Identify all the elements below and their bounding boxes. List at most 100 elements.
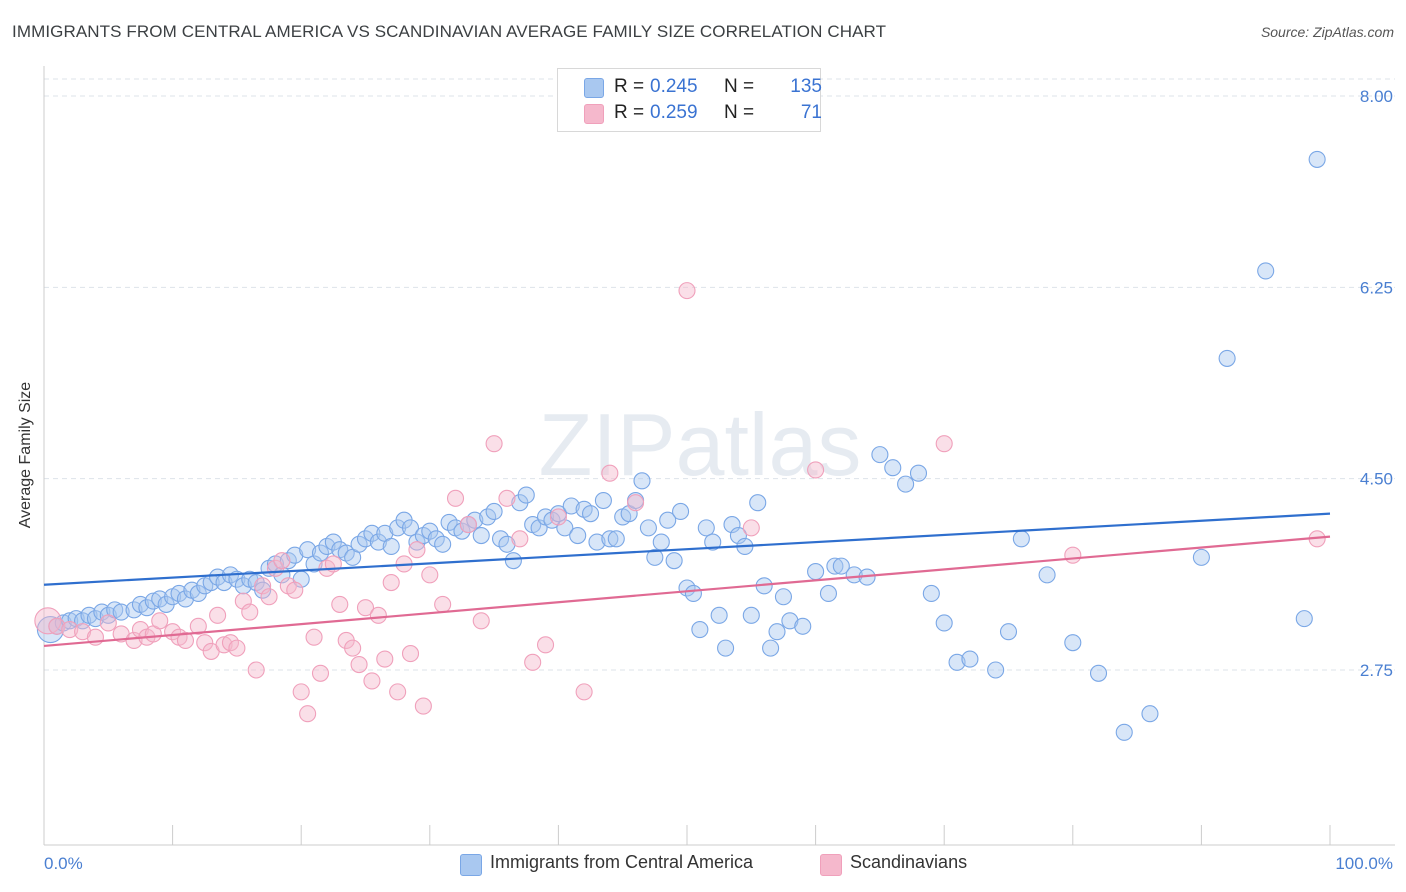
data-point (350, 655, 368, 674)
data-point (691, 620, 709, 639)
data-point (363, 524, 381, 542)
data-point (36, 615, 64, 644)
x-tick-label: 100.0% (1335, 854, 1393, 873)
data-point (961, 650, 979, 668)
data-point (723, 516, 741, 534)
data-point (86, 610, 104, 628)
data-point (48, 617, 66, 635)
data-point (421, 566, 439, 584)
data-point (569, 526, 587, 545)
legend-n-label: N = (724, 76, 755, 97)
y-tick-label: 2.75 (1360, 661, 1393, 680)
data-point (884, 459, 902, 477)
y-tick-label: 8.00 (1360, 87, 1393, 106)
data-point (742, 519, 760, 537)
data-point (781, 612, 799, 630)
data-point (588, 533, 606, 551)
data-point (401, 645, 420, 663)
data-point (311, 664, 330, 682)
data-point (138, 599, 156, 617)
series-scandinavians (34, 282, 1326, 723)
data-point (61, 612, 79, 630)
legend-n-label: N = (724, 102, 755, 123)
data-point (363, 672, 381, 690)
data-point (704, 533, 722, 551)
data-point (935, 435, 953, 453)
data-point (794, 617, 812, 635)
data-point (1295, 610, 1313, 628)
data-point (601, 530, 619, 548)
data-point (376, 650, 394, 668)
data-point (369, 606, 387, 624)
data-point (234, 592, 252, 610)
data-point (228, 639, 246, 657)
data-point (144, 592, 162, 610)
data-point (633, 472, 651, 490)
data-point (485, 435, 503, 453)
data-point (909, 464, 928, 482)
legend-n-value: 135 (790, 76, 822, 97)
data-point (807, 563, 825, 581)
data-point (472, 612, 490, 630)
data-point (125, 631, 143, 650)
data-point (1064, 546, 1082, 564)
data-point (607, 530, 625, 548)
data-point (453, 522, 471, 540)
chart-title: IMMIGRANTS FROM CENTRAL AMERICA VS SCAND… (12, 22, 887, 41)
data-point (762, 639, 780, 657)
data-point (151, 612, 169, 630)
data-point (434, 595, 452, 613)
data-point (1308, 150, 1326, 168)
data-point (260, 588, 278, 606)
data-point (34, 607, 62, 635)
data-point (768, 623, 786, 641)
y-tick-label: 4.50 (1360, 470, 1393, 489)
trend-line-central-america (43, 512, 1331, 586)
legend-r-value: 0.245 (650, 76, 698, 97)
legend-swatch-scandinavians (584, 104, 604, 124)
data-point (742, 606, 760, 624)
data-point (697, 519, 715, 537)
data-point (472, 526, 490, 545)
data-point (549, 508, 567, 526)
data-point (665, 552, 683, 570)
data-point (459, 516, 477, 534)
data-point (832, 557, 850, 575)
data-point (1089, 664, 1108, 682)
data-point (369, 533, 387, 551)
series-central-america (36, 150, 1326, 741)
data-point (710, 606, 728, 624)
bottom-legend-swatch-scandinavians (820, 854, 842, 876)
data-point (1257, 262, 1275, 280)
data-point (234, 577, 252, 595)
watermark: ZIPatlas (539, 395, 862, 494)
data-point (176, 631, 195, 650)
legend: R = 0.245 N = 135 R = 0.259 N = 71 (557, 68, 822, 132)
x-tick-label: 0.0% (44, 854, 83, 873)
data-point (556, 519, 574, 537)
data-point (61, 620, 79, 639)
data-point (517, 486, 535, 504)
data-point (678, 282, 696, 300)
data-point (286, 581, 304, 599)
data-point (807, 461, 825, 479)
data-point (530, 519, 548, 537)
data-point (1141, 705, 1159, 723)
data-point (446, 489, 465, 507)
legend-n-value: 71 (800, 102, 822, 123)
data-point (485, 502, 503, 521)
data-point (749, 494, 767, 512)
data-point (382, 573, 400, 592)
data-point (819, 584, 838, 603)
data-point (305, 555, 323, 573)
data-point (1218, 349, 1236, 367)
data-point (897, 475, 915, 493)
data-point (273, 552, 291, 570)
data-point (536, 636, 555, 654)
y-tick-label: 6.25 (1360, 278, 1393, 297)
data-point (344, 639, 362, 657)
data-point (922, 584, 940, 603)
data-point (498, 489, 516, 507)
data-point (504, 552, 522, 570)
